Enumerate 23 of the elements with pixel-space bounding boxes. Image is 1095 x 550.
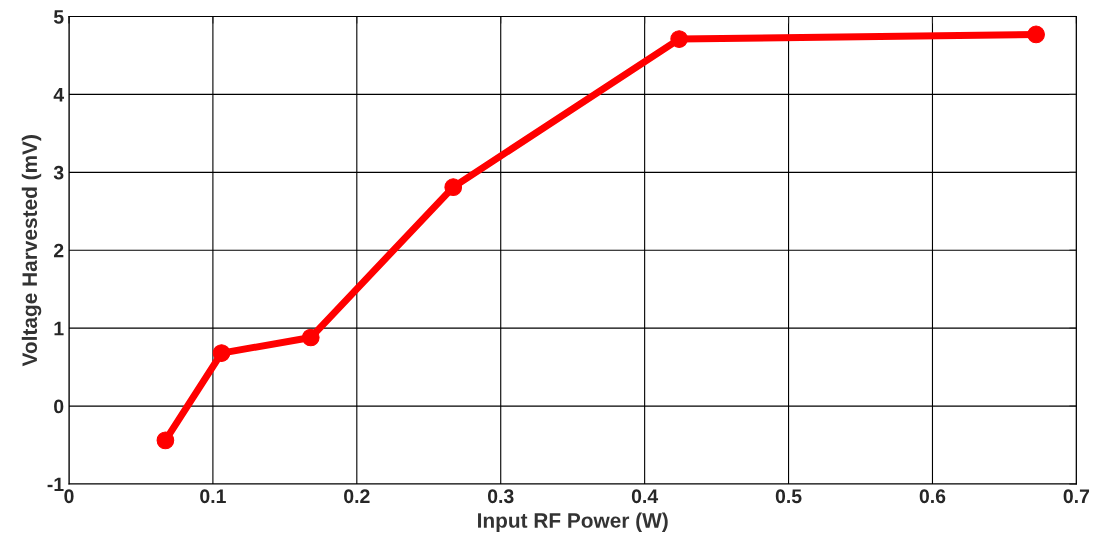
y-axis-title: Voltage Harvested (mV) — [21, 135, 42, 367]
x-tick-label: 0.7 — [1063, 489, 1090, 504]
x-axis-title: Input RF Power (W) — [478, 512, 668, 532]
point — [444, 178, 463, 196]
point — [212, 344, 231, 362]
x-tick-label: 0.6 — [919, 489, 946, 504]
y-tick-label: 5 — [53, 10, 64, 24]
y-tick-label: 3 — [53, 165, 64, 180]
point — [156, 431, 175, 450]
y-tick-label: -1 — [47, 477, 64, 492]
point — [1027, 25, 1045, 44]
x-tick-label: 0.2 — [344, 489, 370, 504]
x-tick-label: 0.1 — [200, 489, 226, 504]
point — [670, 30, 689, 48]
point — [301, 328, 320, 347]
y-tick-label: 4 — [53, 88, 65, 102]
y-tick-label: 0 — [54, 399, 64, 414]
x-tick-label: 0.4 — [631, 489, 659, 504]
x-tick-label: 0 — [64, 489, 74, 504]
x-tick-label: 0.3 — [487, 489, 514, 504]
y-tick-label: 2 — [53, 243, 64, 258]
x-tick-label: 0.5 — [775, 489, 802, 504]
y-tick-label: 1 — [54, 321, 64, 336]
